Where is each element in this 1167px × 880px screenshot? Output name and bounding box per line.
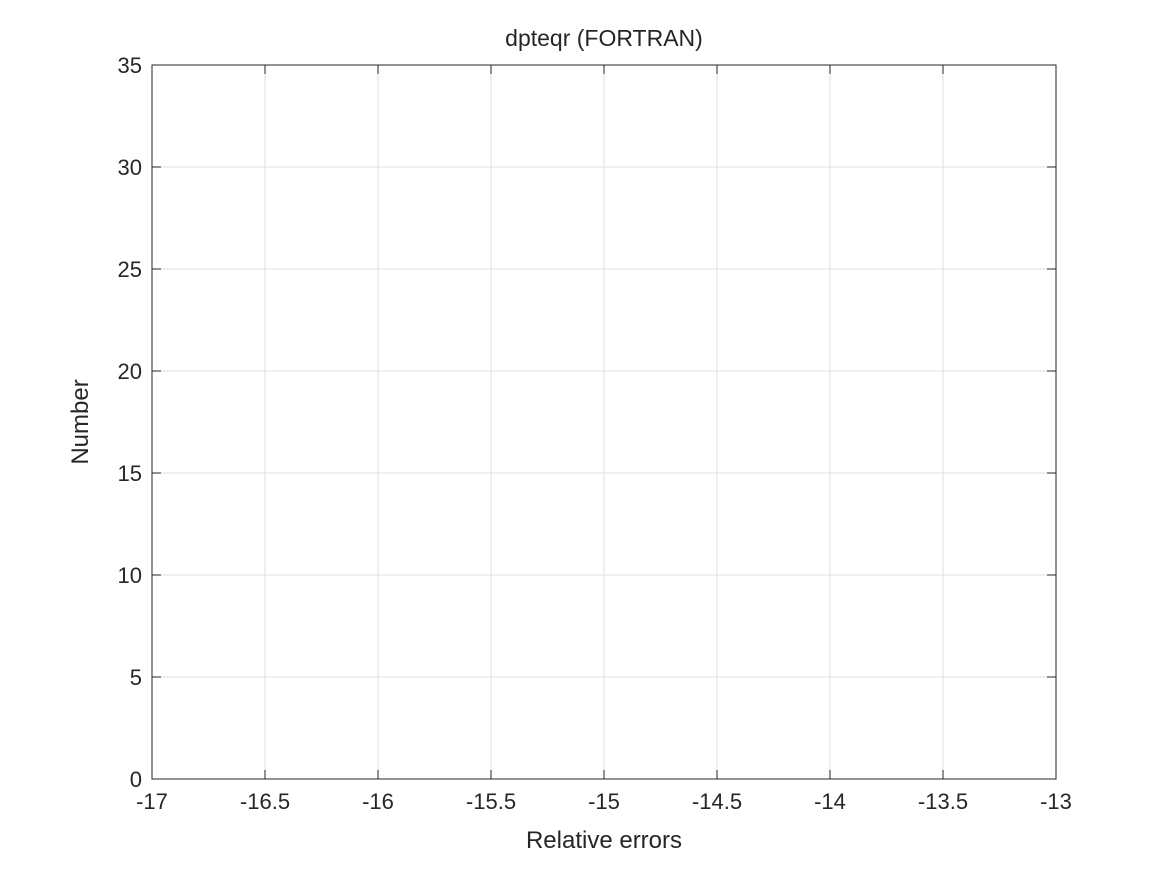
x-tick-label: -16.5 [240,789,290,814]
y-tick-label: 30 [118,155,142,180]
x-axis-title: Relative errors [526,827,682,854]
x-tick-label: -16 [362,789,394,814]
tick-labels-layer: -17 -16.5 -16 -15.5 -15 -14.5 -14 -13.5 -13 0 5 10 1… [118,53,1072,814]
y-tick-label: 25 [118,257,142,282]
x-tick-label: -14.5 [692,789,742,814]
chart-title: dpteqr (FORTRAN) [505,25,703,51]
x-tick-label: -14 [814,789,846,814]
x-tick-label: -13 [1040,789,1072,814]
y-tick-label: 0 [130,767,142,792]
x-tick-label: -15 [588,789,620,814]
y-tick-label: 20 [118,359,142,384]
x-tick-label: -13.5 [918,789,968,814]
y-axis-title: Number [67,379,94,464]
y-tick-label: 35 [118,53,142,78]
y-tick-label: 5 [130,665,142,690]
x-tick-label: -15.5 [466,789,516,814]
y-tick-label: 10 [118,563,142,588]
x-tick-label: -17 [136,789,168,814]
plot-frame [151,64,1057,780]
y-tick-label: 15 [118,461,142,486]
